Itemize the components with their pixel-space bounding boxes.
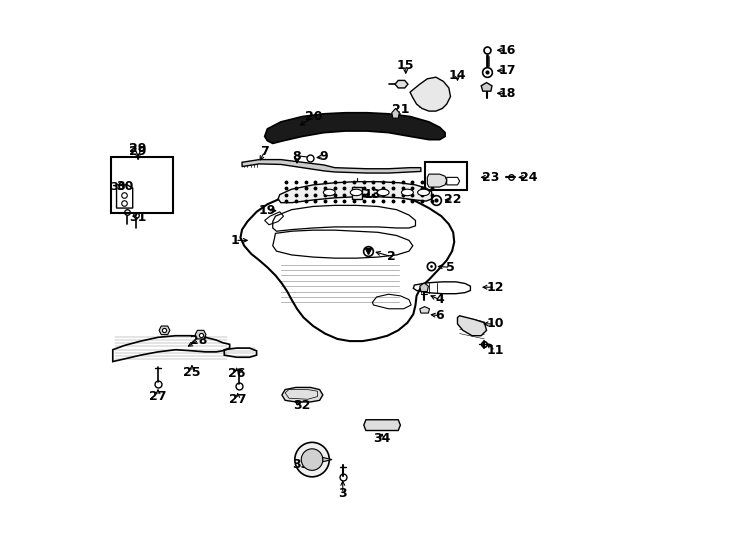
Polygon shape bbox=[457, 316, 487, 336]
Text: 5: 5 bbox=[446, 261, 455, 274]
Circle shape bbox=[295, 442, 330, 477]
Text: 22: 22 bbox=[444, 193, 462, 206]
Polygon shape bbox=[159, 326, 170, 335]
Text: 30: 30 bbox=[111, 181, 126, 192]
Text: 34: 34 bbox=[374, 431, 390, 444]
Text: 13: 13 bbox=[364, 188, 381, 201]
Text: 27: 27 bbox=[149, 390, 167, 403]
Polygon shape bbox=[241, 190, 454, 341]
Polygon shape bbox=[482, 83, 492, 91]
Text: 10: 10 bbox=[487, 318, 504, 330]
Text: 16: 16 bbox=[498, 44, 516, 57]
Text: 26: 26 bbox=[228, 367, 245, 380]
Polygon shape bbox=[410, 77, 451, 111]
Polygon shape bbox=[278, 181, 432, 202]
Text: 14: 14 bbox=[448, 69, 466, 82]
Polygon shape bbox=[392, 109, 399, 118]
Text: 11: 11 bbox=[487, 345, 504, 357]
Ellipse shape bbox=[324, 189, 335, 195]
Text: 32: 32 bbox=[294, 399, 311, 412]
Text: 7: 7 bbox=[261, 145, 269, 158]
Text: 29: 29 bbox=[129, 145, 147, 158]
Text: 17: 17 bbox=[498, 64, 516, 77]
Bar bbox=[425, 163, 467, 190]
Bar bbox=[111, 157, 173, 213]
Text: 29: 29 bbox=[129, 143, 147, 156]
Polygon shape bbox=[427, 174, 447, 187]
Text: 21: 21 bbox=[392, 103, 409, 116]
Text: 2: 2 bbox=[387, 250, 396, 263]
Text: 24: 24 bbox=[520, 171, 537, 184]
Bar bbox=[352, 187, 362, 199]
Ellipse shape bbox=[418, 189, 429, 195]
Text: 20: 20 bbox=[305, 110, 323, 123]
Polygon shape bbox=[395, 80, 408, 88]
Text: 15: 15 bbox=[397, 59, 415, 72]
Polygon shape bbox=[420, 307, 429, 313]
Polygon shape bbox=[282, 387, 323, 402]
Ellipse shape bbox=[350, 189, 362, 195]
Text: 28: 28 bbox=[190, 334, 208, 347]
Text: 27: 27 bbox=[229, 393, 247, 406]
Text: 12: 12 bbox=[487, 281, 504, 294]
Circle shape bbox=[301, 449, 323, 470]
Text: 33: 33 bbox=[293, 458, 310, 471]
Text: 6: 6 bbox=[435, 309, 444, 322]
Ellipse shape bbox=[401, 189, 413, 195]
Polygon shape bbox=[242, 160, 421, 173]
Ellipse shape bbox=[377, 189, 389, 195]
Text: 23: 23 bbox=[482, 171, 500, 184]
Text: 8: 8 bbox=[293, 151, 301, 164]
Text: 30: 30 bbox=[116, 180, 134, 193]
Polygon shape bbox=[420, 283, 429, 292]
Polygon shape bbox=[323, 457, 332, 462]
Text: 19: 19 bbox=[258, 204, 276, 217]
Text: 31: 31 bbox=[129, 211, 147, 224]
Text: 4: 4 bbox=[435, 293, 444, 306]
Polygon shape bbox=[265, 113, 445, 144]
Text: 3: 3 bbox=[338, 487, 347, 500]
Text: 1: 1 bbox=[230, 234, 239, 247]
Text: 25: 25 bbox=[184, 366, 200, 379]
Text: 9: 9 bbox=[319, 151, 328, 164]
Text: 18: 18 bbox=[498, 87, 516, 100]
Polygon shape bbox=[364, 420, 400, 430]
Polygon shape bbox=[195, 330, 206, 339]
